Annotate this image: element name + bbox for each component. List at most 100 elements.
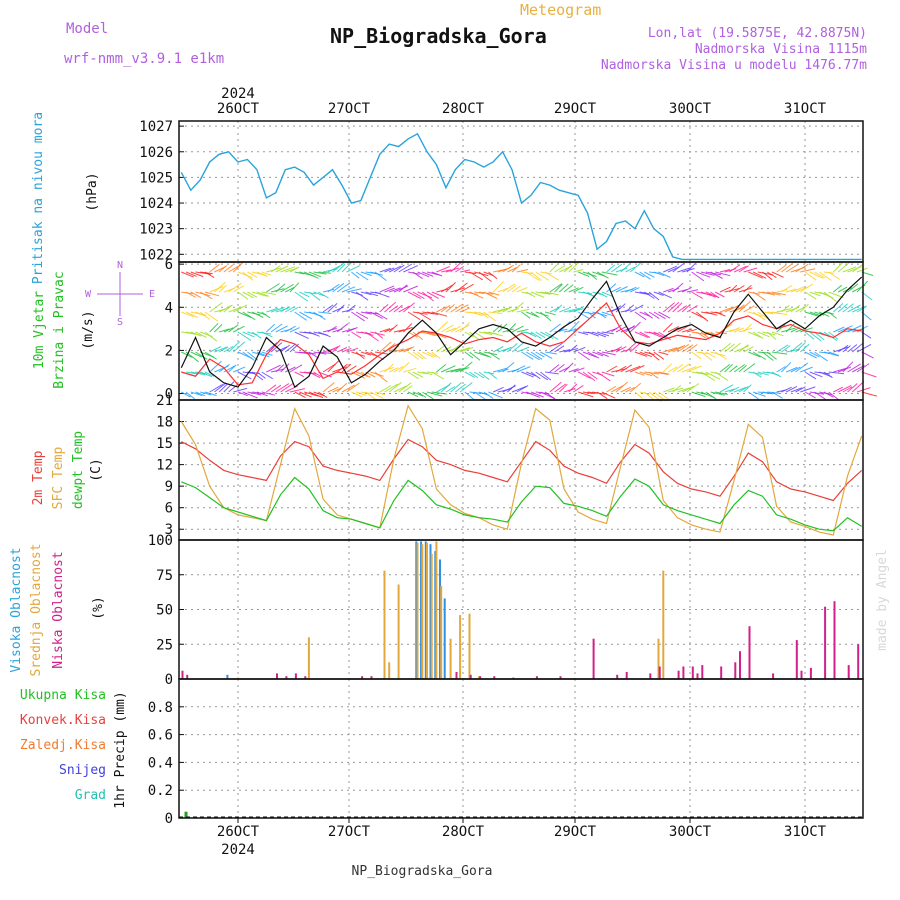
wind-barb — [781, 345, 791, 353]
wind-barb — [809, 271, 824, 279]
wind-barb — [266, 307, 279, 313]
wind-barb — [762, 391, 774, 395]
wind-barb — [341, 262, 352, 273]
wind-barb — [233, 285, 245, 293]
wind-barb — [436, 306, 447, 313]
wind-barb — [653, 271, 665, 277]
wind-barb — [412, 291, 425, 300]
wind-barb — [299, 391, 312, 398]
wind-barb — [790, 387, 803, 393]
wind-barb — [568, 320, 580, 333]
wind-barb — [473, 331, 487, 340]
wind-barb — [790, 286, 805, 293]
wind-barb — [388, 305, 399, 313]
cloud-low-bar — [370, 676, 373, 679]
wind-barb — [733, 345, 749, 353]
wind-barb — [559, 307, 570, 313]
wind-speed-red-line — [181, 302, 862, 386]
wind-barb — [620, 348, 633, 353]
wind-barb — [412, 271, 423, 280]
wind-barb — [322, 382, 335, 393]
wind-barb — [289, 388, 305, 393]
cloud-low-bar — [181, 670, 184, 679]
wind-barb — [667, 326, 680, 333]
wind-barb — [573, 346, 586, 353]
wind-barb — [559, 349, 571, 353]
wind-barb — [223, 345, 234, 353]
wind-barb — [294, 371, 305, 378]
wind-barb — [526, 391, 540, 398]
wind-barb — [218, 346, 229, 353]
panel-frame — [178, 399, 864, 541]
wind-barb — [733, 304, 745, 313]
cloud-low-bar — [592, 638, 595, 679]
cloud-low-bar — [720, 666, 723, 679]
wind-barb — [464, 351, 474, 359]
cloud-low-bar — [696, 673, 699, 679]
wind-barb — [530, 391, 544, 398]
wind-barb — [199, 291, 213, 300]
wind-barb — [493, 307, 508, 313]
wind-barb — [856, 343, 872, 353]
wind-barb — [426, 391, 443, 397]
wind-barb — [289, 364, 303, 373]
wind-barb — [393, 264, 405, 273]
cloud-high-bar — [439, 559, 441, 679]
wind-barb — [530, 291, 545, 298]
wind-barb — [686, 383, 700, 393]
wind-barb — [700, 291, 716, 298]
wind-barb — [346, 365, 357, 373]
cloud-high-bar — [429, 544, 432, 679]
cloud-high-bar — [415, 541, 418, 679]
cloud-low-bar — [772, 673, 775, 679]
wind-barb — [799, 303, 809, 313]
wind-barb — [355, 371, 369, 378]
wind-barb — [851, 381, 865, 393]
wind-barb — [327, 265, 341, 273]
wind-barb — [398, 382, 412, 393]
wind-barb — [228, 341, 241, 353]
wind-barb — [270, 265, 281, 273]
wind-barb — [587, 291, 598, 300]
wind-barb — [232, 341, 246, 353]
wind-barb — [601, 391, 616, 399]
wind-barb — [280, 266, 296, 273]
wind-barb — [596, 351, 609, 357]
wind-barb — [431, 311, 448, 317]
wind-barb — [847, 283, 859, 293]
wind-barb — [384, 363, 394, 373]
wind-barb — [190, 391, 203, 397]
cloud-low-bar — [809, 667, 812, 679]
wind-barb — [266, 364, 281, 373]
wind-barb — [223, 264, 234, 273]
wind-barb — [232, 262, 244, 273]
wind-barb — [478, 331, 493, 335]
wind-barb — [332, 345, 341, 353]
wind-barb — [223, 381, 235, 393]
wind-barb — [318, 331, 331, 338]
wind-barb — [422, 351, 435, 358]
wind-barb — [474, 351, 489, 358]
wind-barb — [488, 271, 498, 280]
wind-barb — [781, 386, 792, 393]
bottom-day-label: 29OCT — [554, 824, 597, 840]
panel-3: 0 25 50 75 100 — [148, 533, 863, 688]
wind-barb — [242, 311, 256, 321]
wind-barb — [733, 265, 747, 273]
wind-barb — [724, 288, 740, 293]
wind-barb — [700, 331, 710, 339]
wind-barb — [663, 287, 674, 293]
wind-barb — [450, 303, 464, 313]
cloud-low-bar — [824, 606, 827, 679]
wind-barb — [379, 285, 395, 293]
temp-label-1: 2m Temp — [31, 450, 46, 505]
wind-barb — [336, 282, 351, 293]
wind-barb — [445, 304, 455, 313]
wind-barb — [209, 383, 224, 393]
cloud-high-bar — [443, 598, 446, 679]
wind-barb — [393, 385, 407, 393]
wind-barb — [266, 342, 278, 353]
wind-barb — [374, 371, 388, 383]
wind-barb — [403, 367, 417, 373]
wind-barb — [587, 371, 598, 380]
